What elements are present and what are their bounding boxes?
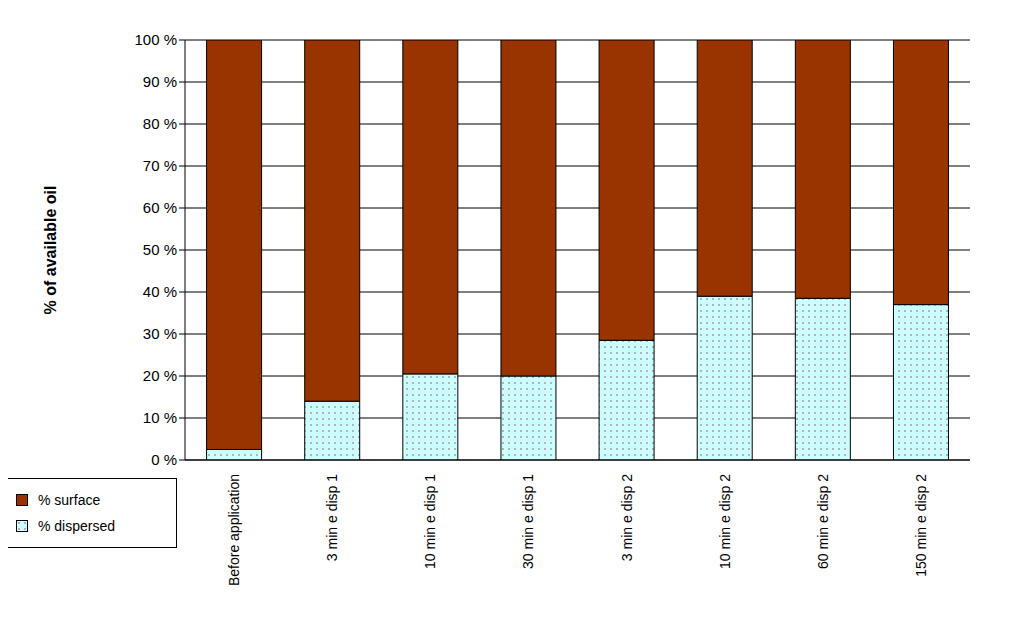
svg-text:40 %: 40 % [143, 283, 177, 300]
html-text:% surface: % surface [38, 492, 101, 508]
svg-text:50 %: 50 % [143, 241, 177, 258]
svg-text:20 %: 20 % [143, 367, 177, 384]
svg-text:3 min e disp 1: 3 min e disp 1 [324, 474, 340, 561]
svg-text:30 min e disp 1: 30 min e disp 1 [520, 474, 536, 569]
svg-text:70 %: 70 % [143, 157, 177, 174]
svg-text:80 %: 80 % [143, 115, 177, 132]
svg-text:10 %: 10 % [143, 409, 177, 426]
svg-text:% of available oil: % of available oil [42, 186, 59, 315]
svg-text:60 min e disp 2: 60 min e disp 2 [815, 474, 831, 569]
svg-text:3 min e disp 2: 3 min e disp 2 [619, 474, 635, 561]
svg-text:150 min e disp 2: 150 min e disp 2 [913, 474, 929, 577]
svg-text:Before application: Before application [226, 474, 242, 586]
svg-text:30 %: 30 % [143, 325, 177, 342]
svg-text:60 %: 60 % [143, 199, 177, 216]
html-text:% dispersed: % dispersed [38, 518, 115, 534]
svg-text:10 min e disp 2: 10 min e disp 2 [717, 474, 733, 569]
svg-text:100 %: 100 % [134, 31, 177, 48]
svg-text:90 %: 90 % [143, 73, 177, 90]
svg-text:0 %: 0 % [151, 451, 177, 468]
svg-text:10 min e disp 1: 10 min e disp 1 [422, 474, 438, 569]
